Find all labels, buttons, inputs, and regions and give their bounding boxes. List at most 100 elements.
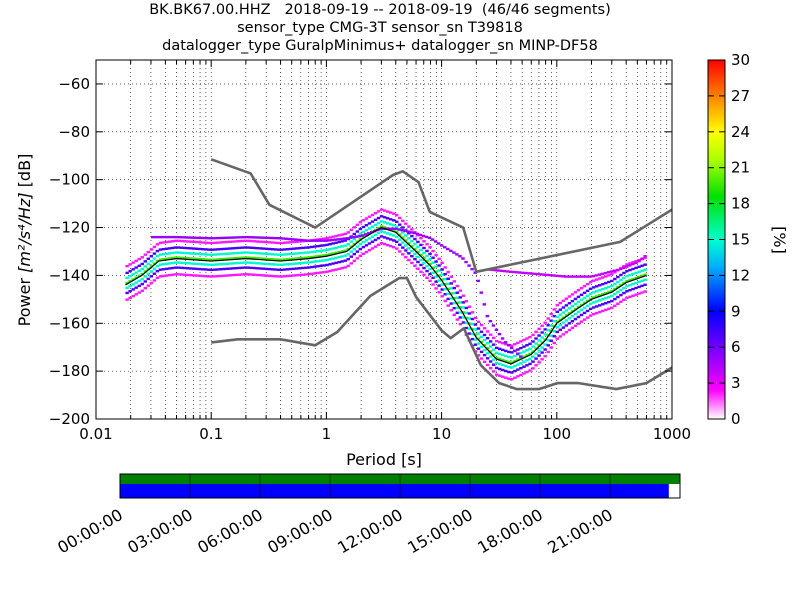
pdf-cell	[508, 270, 513, 273]
pdf-cell	[549, 324, 553, 327]
pdf-cell	[388, 211, 393, 214]
pdf-cell	[282, 268, 287, 271]
y-tick-label: −180	[49, 362, 90, 380]
pdf-cell	[164, 262, 169, 266]
time-tick-label: 06:00:00	[194, 505, 266, 557]
pdf-cell	[449, 297, 453, 300]
pdf-cell	[231, 247, 235, 250]
pdf-cell	[455, 306, 460, 310]
pdf-cell	[228, 240, 232, 243]
pdf-cell	[173, 266, 178, 269]
pdf-cell	[537, 344, 541, 347]
pdf-cell	[295, 252, 299, 255]
pdf-cell	[525, 344, 529, 347]
pdf-cell	[192, 240, 196, 244]
pdf-cell	[319, 254, 323, 258]
pdf-cell	[510, 351, 514, 354]
pdf-cell	[325, 253, 329, 257]
pdf-cell	[543, 338, 547, 341]
pdf-cell	[616, 302, 620, 305]
pdf-cell	[504, 354, 508, 358]
y-axis-label: Power [m²/s⁴/Hz] [dB]	[15, 154, 34, 327]
pdf-cell	[401, 236, 405, 239]
pdf-cell	[452, 280, 456, 283]
pdf-cell	[428, 279, 432, 282]
pdf-cell	[591, 279, 596, 282]
pdf-cell	[519, 340, 523, 343]
pdf-cell	[542, 273, 546, 276]
pdf-cell	[276, 248, 281, 251]
pdf-cell	[470, 317, 475, 321]
coverage-row	[120, 484, 669, 498]
pdf-cell	[219, 257, 223, 261]
pdf-cell	[211, 237, 216, 240]
pdf-cell	[239, 236, 243, 239]
pdf-cell	[597, 294, 602, 297]
pdf-cell	[482, 353, 487, 357]
pdf-cell	[331, 269, 335, 272]
pdf-cell	[531, 340, 535, 343]
pdf-cell	[558, 318, 563, 321]
pdf-cell	[167, 267, 172, 270]
pdf-cell	[576, 310, 581, 314]
pdf-cell	[131, 278, 135, 281]
pdf-cell	[588, 280, 593, 284]
pdf-cell	[534, 342, 538, 345]
pdf-cell	[334, 234, 338, 238]
pdf-cell	[361, 219, 366, 222]
pdf-cell	[507, 377, 511, 380]
pdf-cell	[195, 252, 199, 256]
pdf-cell	[170, 256, 175, 260]
pdf-cell	[189, 273, 193, 277]
pdf-cell	[179, 239, 184, 243]
pdf-cell	[143, 275, 148, 278]
pdf-cell	[331, 247, 335, 250]
pdf-cell	[264, 252, 269, 256]
pdf-cell	[570, 320, 575, 323]
pdf-cell	[418, 233, 423, 237]
pdf-cell	[588, 275, 592, 278]
pdf-cell	[240, 251, 244, 254]
pdf-cell	[398, 233, 402, 236]
pdf-cell	[343, 239, 347, 242]
pdf-cell	[637, 280, 641, 284]
pdf-cell	[376, 210, 381, 213]
pdf-cell	[391, 224, 396, 227]
pdf-cell	[216, 258, 220, 261]
pdf-cell	[555, 320, 559, 324]
pdf-cell	[603, 271, 608, 275]
pdf-cell	[619, 273, 623, 277]
pdf-cell	[225, 267, 229, 271]
pdf-cell	[409, 231, 413, 234]
pdf-cell	[355, 230, 360, 233]
pdf-cell	[328, 269, 332, 273]
pdf-cell	[576, 322, 581, 325]
pdf-cell	[643, 255, 647, 258]
pdf-cell	[428, 246, 432, 249]
pdf-cell	[501, 353, 505, 357]
pdf-cell	[401, 219, 405, 223]
pdf-cell	[416, 250, 420, 254]
pdf-cell	[437, 274, 441, 277]
pdf-cell	[313, 260, 317, 263]
pdf-cell	[201, 253, 205, 256]
pdf-cell	[357, 234, 362, 238]
pdf-cell	[322, 237, 326, 240]
pdf-cell	[585, 275, 589, 278]
pdf-cell	[404, 249, 408, 252]
pdf-cell	[348, 236, 353, 239]
pdf-cell	[237, 239, 241, 243]
pdf-cell	[128, 296, 132, 300]
pdf-cell	[310, 250, 314, 254]
pdf-cell	[514, 271, 519, 274]
pdf-cell	[328, 263, 332, 266]
pdf-cell	[249, 246, 254, 249]
pdf-cell	[382, 242, 387, 246]
pdf-cell	[591, 306, 596, 309]
pdf-cell	[440, 288, 444, 291]
pdf-cell	[470, 267, 474, 271]
pdf-cell	[501, 368, 505, 372]
pdf-cell	[546, 324, 550, 327]
pdf-cell	[397, 228, 401, 231]
pdf-cell	[625, 296, 629, 300]
